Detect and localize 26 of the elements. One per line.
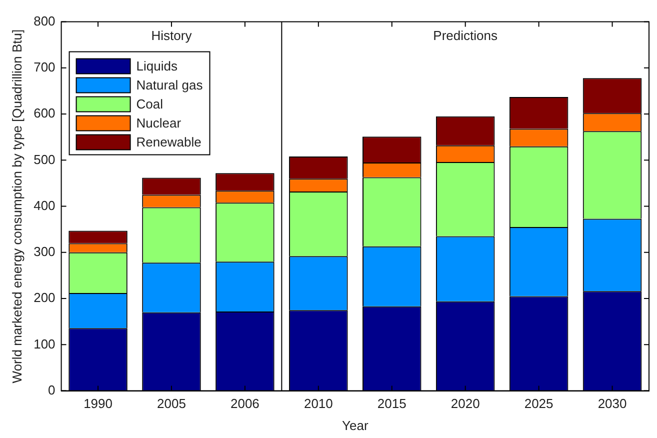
y-tick-label: 700 [34, 60, 56, 75]
x-tick-label: 2025 [524, 396, 554, 412]
y-tick-label: 400 [34, 198, 56, 213]
x-tick-label: 2005 [157, 396, 186, 412]
x-tick-label: 2006 [230, 396, 260, 412]
legend-label: Renewable [136, 134, 202, 150]
x-tick-label: 1990 [84, 396, 112, 412]
y-tick-label: 300 [34, 244, 56, 260]
y-tick-label: 600 [34, 106, 56, 121]
x-axis-title: Year [342, 418, 369, 433]
legend-label: Natural gas [136, 77, 204, 92]
legend-label: Nuclear [136, 115, 182, 130]
y-tick-label: 200 [34, 290, 56, 306]
annotation: Predictions [433, 28, 498, 43]
x-tick-label: 2015 [377, 396, 406, 412]
x-tick-label: 2030 [598, 396, 627, 412]
x-tick-label: 2020 [450, 396, 480, 412]
y-tick-label: 0 [48, 382, 56, 398]
legend-label: Liquids [136, 58, 178, 74]
y-axis-title: World marketed energy consumption by type [Quadrillion Btu] [9, 29, 24, 384]
x-tick-label: 2010 [304, 396, 333, 412]
y-tick-label: 500 [34, 152, 56, 167]
y-tick-label: 800 [34, 13, 56, 28]
y-tick-label: 100 [34, 336, 56, 352]
legend-label: Coal [136, 96, 164, 112]
band-label: History [151, 28, 192, 43]
